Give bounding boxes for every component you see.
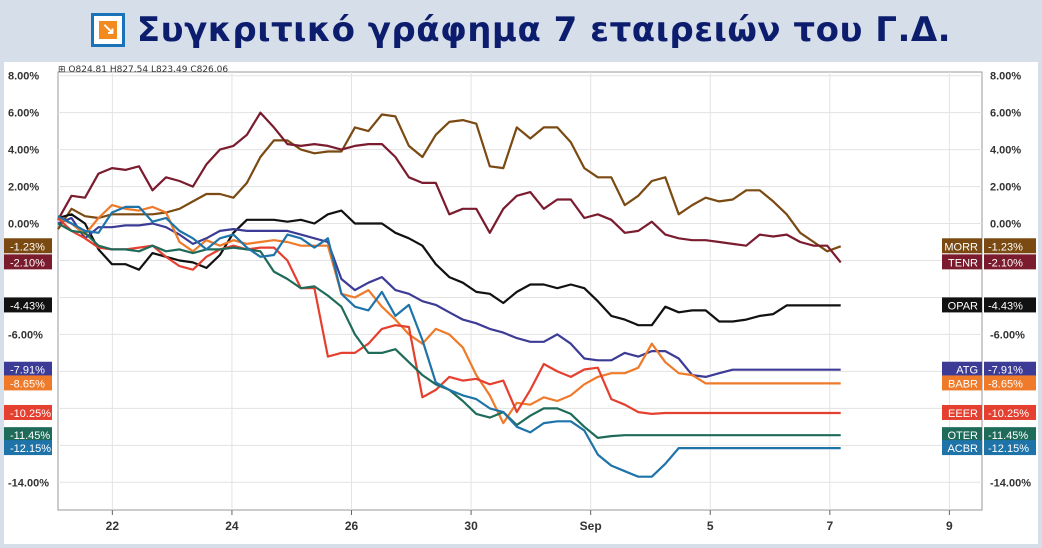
right-name-tag-opar (942, 297, 982, 313)
left-tag-text-babr: -8.65% (10, 378, 45, 390)
left-tag-text-eeer: -10.25% (10, 408, 51, 420)
right-name-text-oter: OTER (947, 430, 978, 442)
y-tick-label-right: -6.00% (990, 329, 1025, 341)
y-tick-label-right: -14.00% (990, 477, 1031, 489)
right-name-text-eeer: EEER (948, 408, 978, 420)
right-value-text-tenr: -2.10% (988, 257, 1023, 269)
x-tick-label: 7 (826, 519, 833, 533)
y-tick-label-right: 2.00% (990, 182, 1021, 194)
y-tick-label-left: 0.00% (8, 219, 39, 231)
left-tag-text-atg: -7.91% (10, 365, 45, 377)
right-value-text-babr: -8.65% (988, 378, 1023, 390)
right-value-tag-opar (984, 297, 1036, 313)
left-tag-text-morr: -1.23% (10, 241, 45, 253)
right-value-text-oter: -11.45% (988, 430, 1028, 442)
left-tag-opar (4, 297, 52, 313)
right-name-text-acbr: ACBR (947, 443, 978, 455)
x-tick-label: 24 (225, 519, 239, 533)
left-tag-morr (4, 238, 52, 254)
series-line-morr (57, 113, 842, 253)
right-name-text-morr: MORR (944, 241, 978, 253)
y-tick-label-left: 2.00% (8, 182, 39, 194)
y-tick-label-left: -6.00% (8, 329, 43, 341)
left-tag-text-tenr: -2.10% (10, 257, 45, 269)
left-tag-text-acbr: -12.15% (10, 443, 51, 455)
right-name-tag-eeer (942, 404, 982, 420)
series-line-eeer (57, 217, 841, 415)
right-value-tag-eeer (984, 404, 1036, 420)
series-line-babr (57, 204, 841, 425)
left-tag-babr (4, 375, 52, 391)
chart-title: Συγκριτικό γράφημα 7 εταιρειών του Γ.Δ. (136, 10, 952, 50)
series-line-acbr (57, 205, 841, 478)
right-name-tag-babr (942, 375, 982, 391)
right-value-tag-babr (984, 375, 1036, 391)
left-tag-text-opar: -4.43% (10, 300, 45, 312)
right-value-text-acbr: -12.15% (988, 443, 1029, 455)
x-tick-label: Sep (580, 519, 602, 533)
right-value-text-opar: -4.43% (988, 300, 1023, 312)
x-tick-label: 26 (345, 519, 359, 533)
right-name-text-opar: OPAR (948, 300, 978, 312)
y-tick-label-left: 6.00% (8, 108, 39, 120)
right-name-tag-morr (942, 238, 982, 254)
right-value-text-atg: -7.91% (988, 365, 1023, 377)
right-name-tag-acbr (942, 440, 982, 456)
right-value-text-eeer: -10.25% (988, 408, 1029, 420)
x-tick-label: 22 (106, 519, 120, 533)
left-tag-tenr (4, 254, 52, 270)
logo-arrow-icon: ↘ (98, 21, 117, 39)
right-value-text-morr: -1.23% (988, 241, 1023, 253)
right-value-tag-atg (984, 361, 1036, 377)
x-tick-label: 30 (464, 519, 478, 533)
banner: ↘ Συγκριτικό γράφημα 7 εταιρειών του Γ.Δ… (0, 0, 1042, 62)
y-tick-label-right: 6.00% (990, 108, 1021, 120)
right-name-text-tenr: TENR (948, 257, 978, 269)
chart-panel: 8.00% 8.00% 6.00% 6.00% 4.00% 4.00% 2.00% 2.00%… (4, 62, 1038, 544)
y-tick-label-right: 8.00% (990, 71, 1021, 83)
left-tag-acbr (4, 440, 52, 456)
y-tick-label-left: 8.00% (8, 71, 39, 83)
right-name-tag-tenr (942, 254, 982, 270)
x-tick-label: 9 (946, 519, 953, 533)
chart-svg: 8.00% 8.00% 6.00% 6.00% 4.00% 4.00% 2.00% 2.00%… (4, 71, 1036, 533)
logo-icon: ↘ (90, 13, 125, 47)
right-name-text-atg: ATG (956, 365, 978, 377)
left-tag-eeer (4, 404, 52, 420)
x-tick-label: 5 (707, 519, 714, 533)
series-line-atg (57, 216, 841, 378)
left-tag-atg (4, 361, 52, 377)
series-line-tenr (57, 111, 842, 264)
y-tick-label-left: -14.00% (8, 477, 49, 489)
right-value-tag-oter (984, 427, 1036, 443)
right-name-tag-oter (942, 427, 982, 443)
banner-title-row: ↘ Συγκριτικό γράφημα 7 εταιρειών του Γ.Δ… (0, 2, 1042, 58)
y-tick-label-right: 4.00% (990, 145, 1021, 157)
series-line-opar (57, 209, 841, 327)
right-value-tag-morr (984, 238, 1036, 254)
right-value-tag-tenr (984, 254, 1036, 270)
y-tick-label-left: 4.00% (8, 145, 39, 157)
right-name-tag-atg (942, 361, 982, 377)
right-name-text-babr: BABR (948, 378, 978, 390)
left-tag-text-oter: -11.45% (10, 430, 50, 442)
left-tag-oter (4, 427, 52, 443)
y-tick-label-right: 0.00% (990, 219, 1021, 231)
ohlc-readout: ⊞ O824.81 H827.54 L823.49 C826.06 (58, 65, 229, 75)
right-value-tag-acbr (984, 440, 1036, 456)
